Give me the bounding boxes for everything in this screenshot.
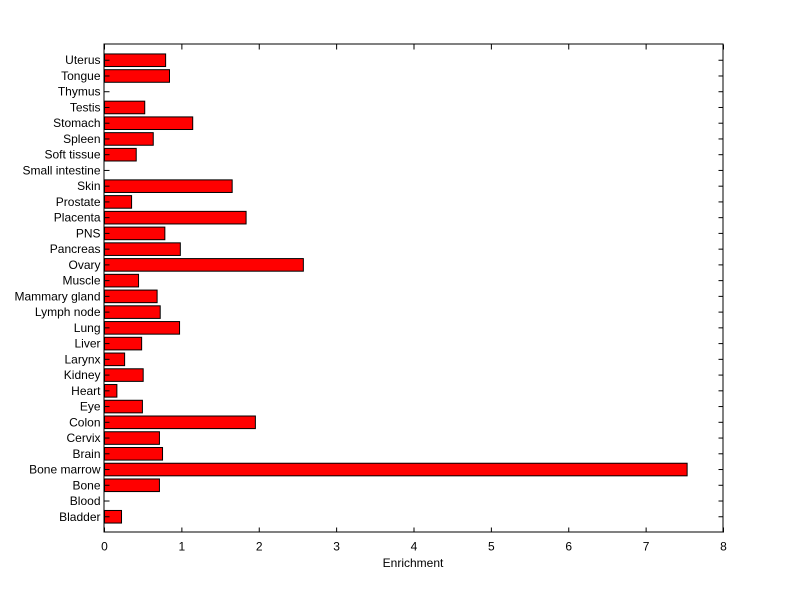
y-tick-label: Placenta [54,211,101,225]
bar [104,415,256,430]
y-tick-label: Lung [74,321,101,335]
y-tick-label: Bladder [59,510,100,524]
bar [104,478,160,493]
x-tick-label: 6 [565,540,572,554]
y-tick-label: Pancreas [50,242,101,256]
bar [104,69,170,83]
bar [104,242,181,256]
y-tick-label: Larynx [64,352,100,366]
y-tick-label: Blood [70,494,101,508]
bar [104,446,164,461]
y-tick-label: Kidney [64,368,101,382]
y-tick-label: Eye [80,400,101,414]
bar [104,336,143,351]
x-axis-label: Enrichment [383,556,444,570]
bar [104,462,688,477]
bar [104,132,154,146]
bar [104,210,247,225]
bar [104,399,143,414]
y-tick-label: Thymus [58,85,101,99]
bar [104,305,161,319]
y-tick-label: Mammary gland [14,289,100,303]
bar [104,368,144,382]
y-tick-label: PNS [76,226,101,240]
bar [104,258,304,272]
y-tick-label: Heart [71,384,101,398]
bar [104,431,160,445]
y-tick-label: Small intestine [22,163,100,177]
bar [104,116,194,131]
bar [104,273,140,288]
x-tick-label: 4 [411,540,418,554]
bar [104,226,166,241]
x-tick-label: 0 [101,540,108,554]
y-tick-label: Stomach [53,116,100,130]
y-tick-label: Colon [69,415,100,429]
y-tick-label: Lymph node [35,305,101,319]
y-tick-label: Cervix [66,431,100,445]
y-tick-label: Testis [70,100,101,114]
x-tick-label: 2 [256,540,263,554]
y-tick-label: Uterus [65,53,100,67]
y-tick-label: Prostate [56,195,101,209]
plot-area [103,43,724,533]
bar [104,179,233,193]
y-tick-label: Spleen [63,132,100,146]
y-tick-label: Brain [72,447,100,461]
y-tick-label: Tongue [61,69,101,83]
x-tick-label: 3 [333,540,340,554]
x-tick-label: 5 [488,540,495,554]
bar [104,321,181,335]
y-tick-label: Soft tissue [44,148,100,162]
y-tick-label: Skin [77,179,100,193]
y-tick-label: Bone [72,478,100,492]
y-tick-label: Muscle [62,274,100,288]
x-tick-label: 1 [179,540,186,554]
y-tick-label: Liver [74,337,100,351]
y-tick-label: Bone marrow [29,463,101,477]
bar [104,100,146,115]
bar [104,53,167,68]
bar [104,289,158,304]
y-tick-label: Ovary [68,258,100,272]
x-tick-label: 8 [720,540,727,554]
x-tick-label: 7 [643,540,650,554]
